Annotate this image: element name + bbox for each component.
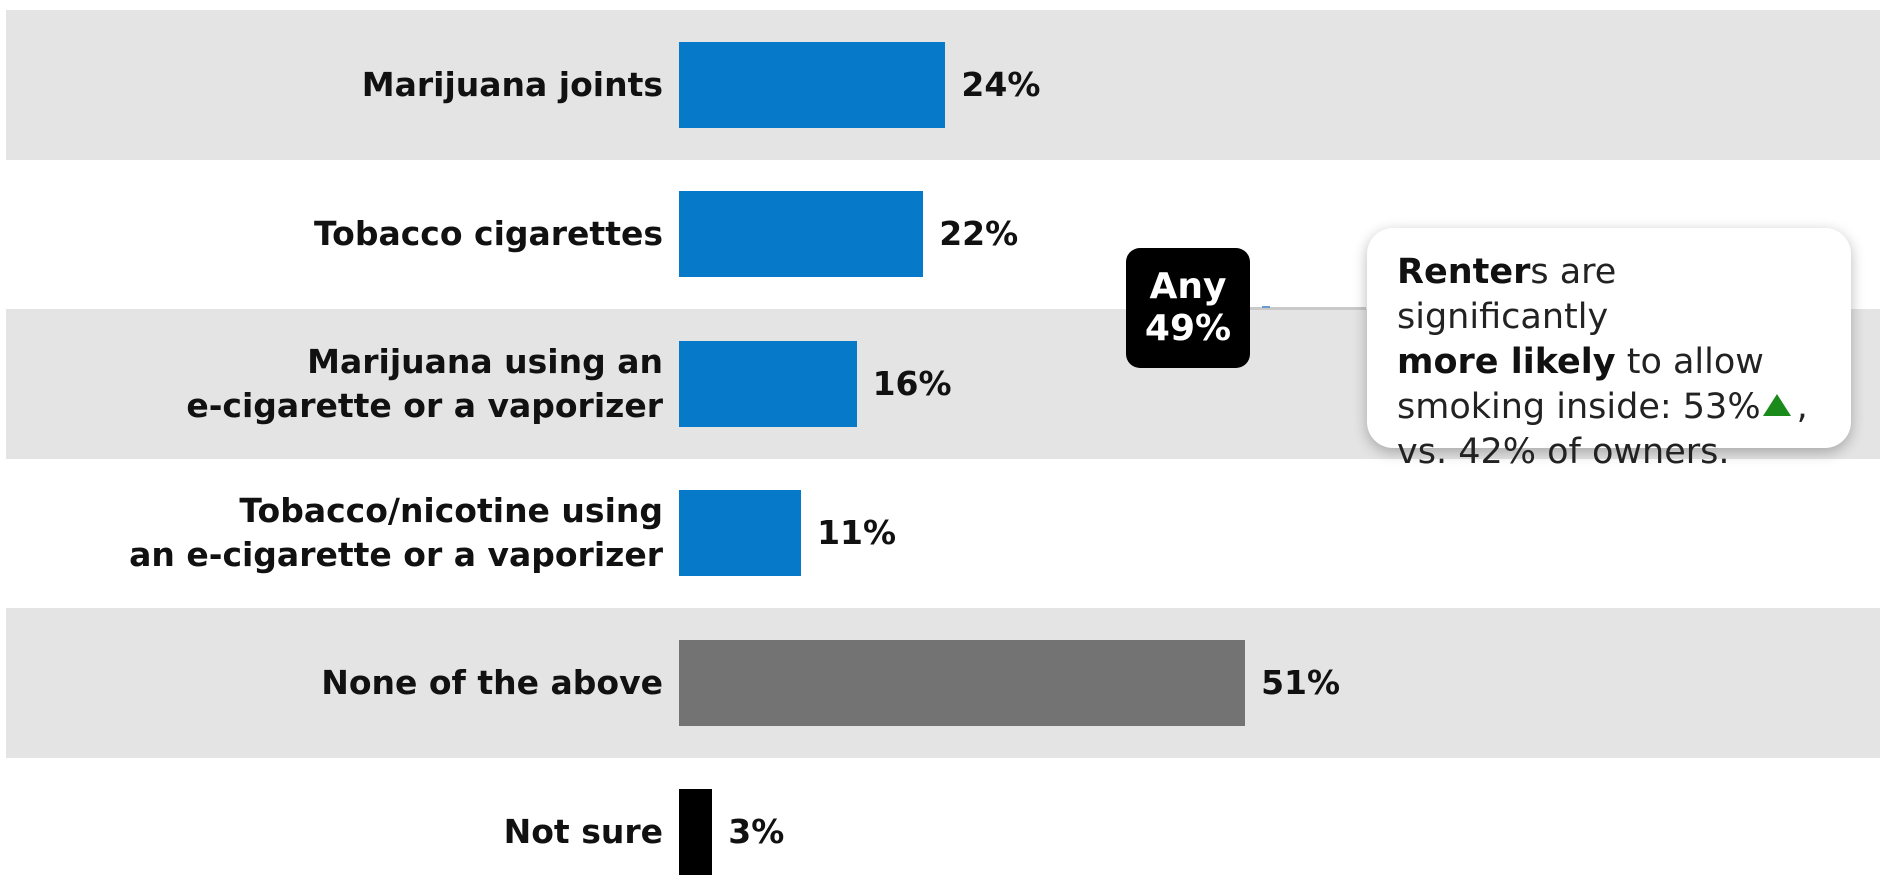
callout-text-3: smoking inside: 53% [1397, 387, 1761, 427]
bar [679, 41, 946, 128]
category-label: None of the above [23, 661, 663, 705]
callout-strong-more-likely: more likely [1397, 342, 1616, 382]
bar [679, 191, 924, 278]
value-label: 11% [817, 513, 897, 553]
callout-strong-renter-r: r [1513, 252, 1531, 292]
bar [679, 639, 1246, 726]
any-badge-label: Any [1149, 266, 1227, 307]
category-label: Tobacco/nicotine using an e-cigarette or … [23, 489, 663, 577]
bar [679, 490, 802, 577]
bar [679, 340, 857, 427]
value-label: 3% [728, 812, 785, 852]
value-label: 24% [961, 64, 1041, 104]
callout-text-1: s are significantly [1397, 252, 1617, 337]
category-label: Marijuana joints [23, 63, 663, 107]
category-label-line: Not sure [503, 812, 663, 852]
category-label-line: an e-cigarette or a vaporizer [129, 535, 663, 575]
category-label-line: Marijuana using an [307, 341, 663, 381]
bar [679, 789, 713, 876]
category-label: Tobacco cigarettes [23, 212, 663, 256]
any-total-badge: Any 49% [1126, 248, 1250, 368]
category-label-line: Marijuana joints [361, 64, 663, 104]
category-label-line: Tobacco/nicotine using [239, 491, 663, 531]
any-badge-value: 49% [1144, 308, 1232, 349]
category-label-line: Tobacco cigarettes [314, 214, 663, 254]
stray-mark [1262, 306, 1270, 308]
callout-text-2: to allow [1615, 342, 1764, 382]
category-label-line: None of the above [321, 662, 663, 702]
renters-callout: Renters are significantly more likely to… [1367, 228, 1851, 472]
value-label: 16% [872, 363, 952, 403]
callout-strong-renter: Rente [1397, 252, 1514, 292]
value-label: 51% [1261, 662, 1341, 702]
callout-text-5: vs. 42% of owners. [1397, 432, 1730, 472]
callout-connector-line [1250, 307, 1366, 310]
value-label: 22% [939, 214, 1019, 254]
category-label: Marijuana using an e-cigarette or a vapor… [23, 340, 663, 428]
up-triangle-icon [1762, 394, 1791, 416]
category-label-line: e-cigarette or a vaporizer [186, 385, 663, 425]
callout-text-4: , [1796, 387, 1808, 427]
category-label: Not sure [23, 810, 663, 854]
